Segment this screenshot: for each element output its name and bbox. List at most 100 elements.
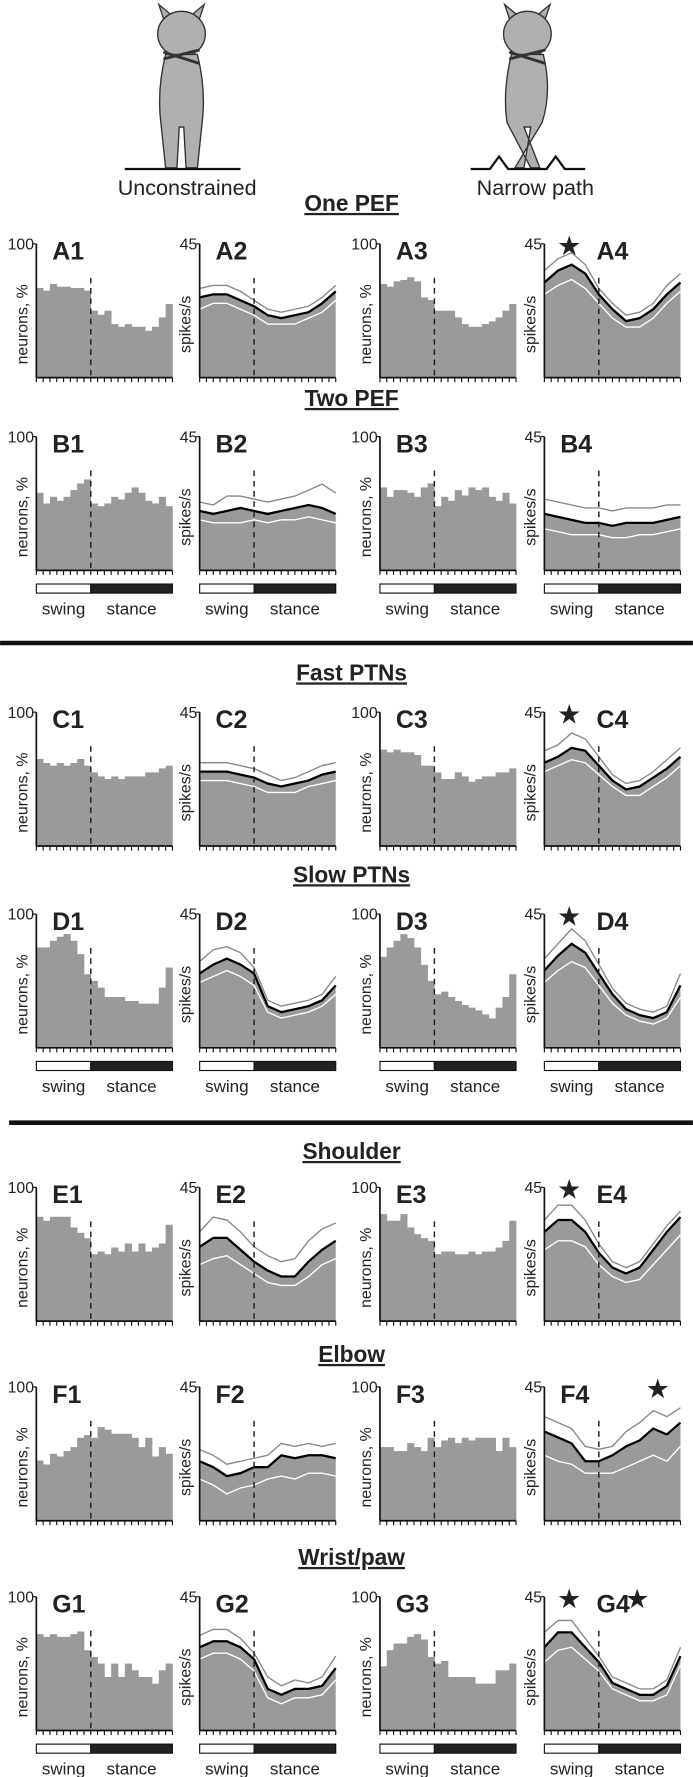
bar	[495, 1670, 503, 1731]
y-axis-label: spikes/s	[178, 764, 195, 821]
bar	[97, 1251, 105, 1322]
section-title: Shoulder	[302, 1138, 400, 1164]
bar	[447, 1676, 456, 1731]
y-axis-label: neurons, %	[358, 753, 375, 833]
bar	[482, 1437, 490, 1521]
bar	[145, 500, 153, 571]
bar	[468, 1676, 476, 1731]
bar	[393, 940, 401, 1048]
line	[543, 960, 682, 1025]
bar	[454, 1676, 462, 1731]
panel-label: C3	[396, 706, 428, 734]
section-title: Fast PTNs	[296, 659, 407, 685]
y-tick-label: 100	[8, 429, 35, 446]
y-tick-label: 45	[180, 1180, 198, 1197]
bar	[495, 1451, 503, 1521]
line	[543, 251, 681, 316]
bar	[420, 297, 428, 378]
bar	[145, 1003, 153, 1048]
bar	[461, 1437, 469, 1521]
y-axis-label: spikes/s	[178, 296, 195, 353]
significance-star: ★	[557, 900, 581, 931]
bar	[413, 1234, 422, 1322]
bar	[482, 324, 490, 378]
stance-bar	[598, 583, 682, 594]
bar	[468, 1007, 476, 1048]
bar	[447, 779, 456, 846]
panel-label: A3	[396, 238, 428, 266]
panel-label: B2	[216, 430, 248, 458]
bar	[461, 1254, 469, 1322]
y-axis-label: neurons, %	[14, 1637, 31, 1717]
bar	[83, 290, 92, 378]
phase-label: stance	[615, 1760, 665, 1777]
y-axis-label: spikes/s	[178, 488, 195, 545]
bar	[63, 765, 71, 846]
bar	[468, 1440, 476, 1521]
bar	[379, 487, 388, 571]
bar	[124, 492, 132, 571]
bar	[63, 934, 71, 1048]
bar	[454, 1000, 462, 1048]
bar	[83, 1238, 92, 1322]
bar	[434, 1447, 442, 1521]
panel-label: E4	[597, 1181, 628, 1209]
bar	[386, 1447, 394, 1521]
bar	[104, 1429, 112, 1521]
bar	[488, 1683, 496, 1731]
bar	[420, 765, 428, 846]
bar	[111, 1433, 119, 1521]
bar	[454, 772, 462, 846]
bar	[111, 1247, 119, 1322]
phase-label: stance	[615, 1077, 665, 1096]
bar	[400, 490, 408, 571]
panel-label: A4	[597, 238, 629, 266]
bar	[158, 317, 166, 378]
panel-label: C1	[52, 706, 84, 734]
stance-bar	[598, 1743, 682, 1754]
bar	[386, 1220, 394, 1322]
bar	[407, 1636, 415, 1731]
bar	[488, 1437, 496, 1521]
phase-label: stance	[107, 1077, 157, 1096]
area	[199, 1237, 336, 1322]
area	[199, 771, 336, 846]
bar	[111, 776, 119, 846]
line	[199, 516, 336, 524]
line	[543, 1631, 682, 1696]
bar	[400, 752, 408, 846]
panel-label: F4	[560, 1381, 589, 1409]
line	[199, 770, 336, 788]
phase-label: stance	[107, 600, 157, 619]
phase-label: swing	[42, 600, 85, 619]
panel-label: E1	[52, 1181, 83, 1209]
bar	[56, 1636, 64, 1731]
bar	[90, 310, 98, 378]
bar	[502, 310, 510, 378]
y-axis-label: spikes/s	[522, 764, 539, 821]
stance-bar	[433, 1743, 517, 1754]
bar	[158, 1243, 166, 1322]
bar	[70, 490, 78, 571]
bar	[488, 1251, 496, 1322]
bar	[393, 749, 401, 846]
bar	[111, 1663, 119, 1731]
phase-label: stance	[450, 1760, 500, 1777]
bar	[63, 496, 71, 571]
bar	[131, 1670, 139, 1731]
swing-bar	[35, 1060, 92, 1072]
bar	[56, 500, 64, 571]
bar	[111, 996, 119, 1048]
swing-bar	[543, 1060, 600, 1072]
line	[543, 1216, 682, 1275]
bar	[400, 279, 408, 378]
panel-label: B1	[52, 430, 84, 458]
y-tick-label: 45	[524, 1380, 542, 1397]
swing-bar	[199, 583, 255, 594]
bar	[158, 1670, 166, 1731]
phase-label: stance	[450, 1077, 500, 1096]
panel-label: B3	[396, 430, 428, 458]
swing-bar	[35, 583, 92, 594]
panel-label: E2	[216, 1181, 247, 1209]
y-tick-label: 100	[351, 1380, 378, 1397]
